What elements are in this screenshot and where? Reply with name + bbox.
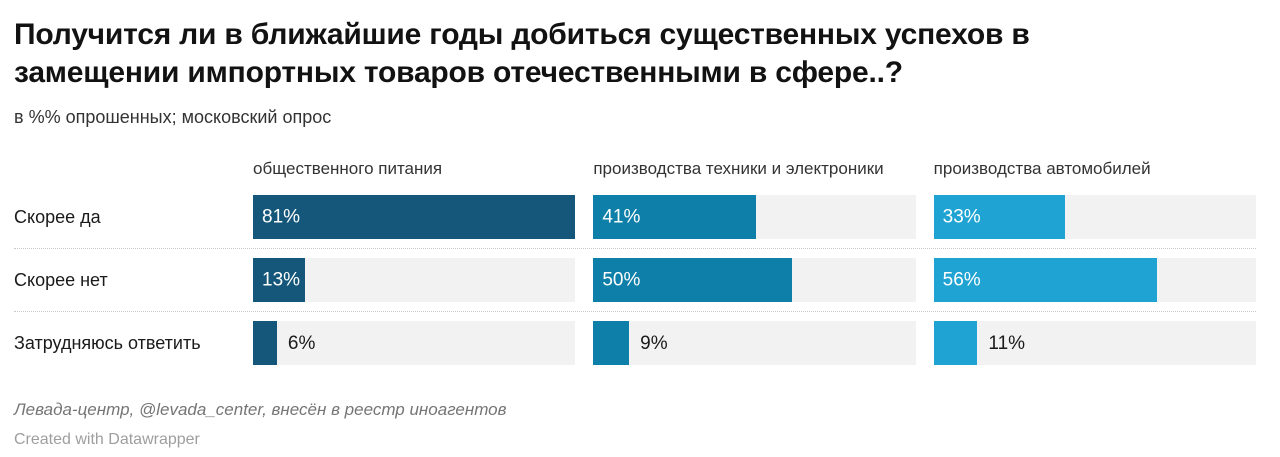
bar: [593, 195, 757, 239]
bar-track: 81%: [253, 195, 576, 239]
source-note: Левада-центр, @levada_center, внесён в р…: [14, 400, 507, 419]
bar: [933, 258, 1157, 302]
bar: [253, 321, 277, 365]
row-label: Скорее да: [14, 207, 101, 227]
bar: [593, 321, 630, 365]
row-label: Затрудняюсь ответить: [14, 333, 201, 353]
column-header-electronics: производства техники и электроники: [593, 159, 884, 178]
bar-track: 33%: [933, 195, 1256, 239]
chart-footer: Левада-центр, @levada_center, внесён в р…: [14, 400, 1256, 449]
column-header-row: общественного питания производства техни…: [14, 159, 1256, 186]
bar-value-label: 9%: [640, 332, 668, 354]
chart-row-rather-no: Скорее нет 13% 50% 56%: [14, 248, 1256, 311]
bar-value-label: 41%: [602, 206, 641, 228]
chart-subtitle: в %% опрошенных; московский опрос: [14, 107, 332, 127]
bar-value-label: 6%: [287, 332, 316, 354]
datawrapper-credit: Created with Datawrapper: [14, 431, 200, 448]
bar: [933, 321, 978, 365]
bar-value-label: 81%: [262, 206, 301, 228]
bar-value-label: 11%: [988, 332, 1026, 354]
column-header-automobiles: производства автомобилей: [933, 159, 1151, 178]
bar-track: 6%: [253, 321, 576, 365]
bar: [253, 195, 576, 239]
bar-value-label: 13%: [262, 269, 301, 291]
bar-track: 9%: [593, 321, 916, 365]
bar: [253, 258, 305, 302]
chart-title: Получится ли в ближайшие годы добиться с…: [14, 18, 1030, 89]
bar-value-label: 33%: [942, 206, 981, 228]
bar: [593, 258, 793, 302]
bar-track: 50%: [593, 258, 916, 302]
bar-track: 56%: [933, 258, 1256, 302]
bar-track: 41%: [593, 195, 916, 239]
chart-row-hard-to-answer: Затрудняюсь ответить 6% 9% 11%: [14, 311, 1256, 374]
bar-track: 13%: [253, 258, 576, 302]
chart-row-rather-yes: Скорее да 81% 41% 33%: [14, 186, 1256, 248]
bar-value-label: 50%: [602, 269, 641, 291]
bar: [933, 195, 1065, 239]
bar-value-label: 56%: [942, 269, 981, 291]
column-header-catering: общественного питания: [253, 159, 443, 178]
bar-track: 11%: [933, 321, 1256, 365]
row-label: Скорее нет: [14, 270, 108, 290]
